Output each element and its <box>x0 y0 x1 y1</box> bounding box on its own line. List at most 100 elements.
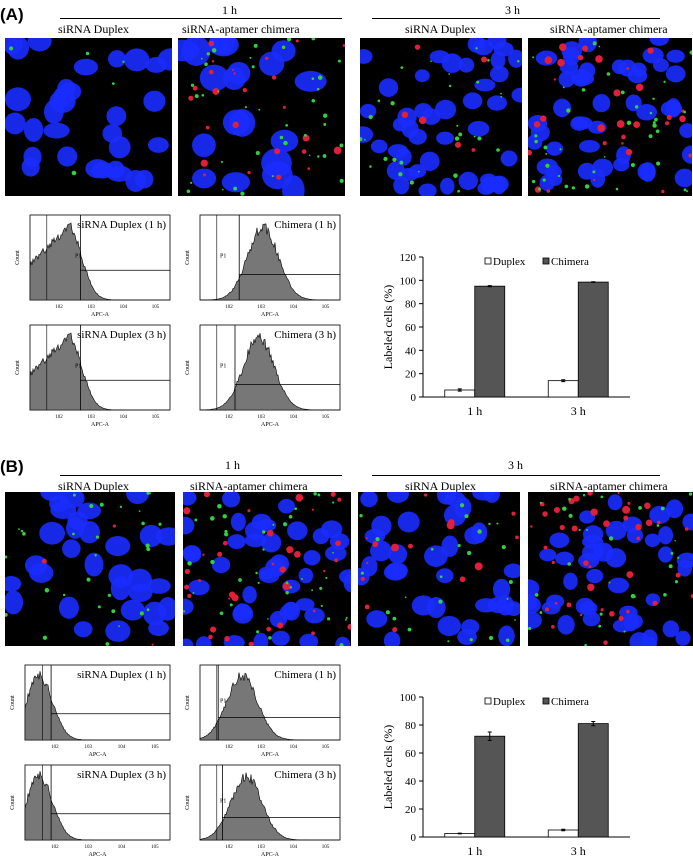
panel-b-label-chimera-3h: siRNA-aptamer chimera <box>550 479 668 493</box>
green-signal <box>255 150 260 156</box>
green-signal <box>289 586 293 589</box>
green-signal <box>72 532 75 536</box>
green-signal <box>545 152 548 155</box>
red-signal <box>554 601 558 605</box>
green-signal <box>623 630 626 633</box>
red-signal <box>335 540 341 547</box>
green-signal <box>674 539 676 542</box>
histogram-a-duplex-1h: siRNA Duplex (1 h) P1 Count APC-A 102 103 104 1… <box>15 214 171 318</box>
nucleus <box>299 633 319 646</box>
nucleus <box>498 625 515 646</box>
green-signal <box>322 154 327 158</box>
x-tick-label: 103 <box>87 305 95 310</box>
nucleus <box>84 552 104 577</box>
red-signal <box>597 124 606 132</box>
green-signal <box>586 528 589 532</box>
red-signal <box>414 44 421 50</box>
red-signal <box>579 613 583 617</box>
nucleus <box>639 636 657 646</box>
green-signal <box>222 514 227 519</box>
nucleus <box>674 168 692 188</box>
nucleus <box>312 528 330 545</box>
nucleus <box>575 597 595 615</box>
green-signal <box>308 154 311 157</box>
micrograph-b-chimera-1h <box>183 492 351 646</box>
green-signal <box>73 493 76 497</box>
panel-a-label-duplex-1h: siRNA Duplex <box>58 22 130 36</box>
nucleus <box>58 82 82 101</box>
nucleus <box>443 504 467 527</box>
nucleus <box>370 139 388 154</box>
micrograph-b-chimera-3h <box>528 492 693 646</box>
nucleus <box>232 604 254 624</box>
green-signal <box>598 45 601 48</box>
green-signal <box>192 592 195 594</box>
green-signal <box>285 124 288 127</box>
micrograph-a-chimera-3h <box>528 38 692 196</box>
green-signal <box>244 105 247 109</box>
nucleus <box>157 48 172 71</box>
green-signal <box>531 179 536 184</box>
green-signal <box>345 616 348 619</box>
panel-b-label-duplex-1h: siRNA Duplex <box>58 479 130 493</box>
green-signal <box>210 559 215 565</box>
nucleus <box>612 619 633 633</box>
y-tick-label: 40 <box>405 776 417 788</box>
nucleus <box>195 636 212 646</box>
green-signal <box>674 580 679 584</box>
red-signal <box>248 641 255 646</box>
green-signal <box>145 543 150 548</box>
green-signal <box>325 576 328 579</box>
nucleus <box>549 532 570 548</box>
y-axis-label: Count <box>185 695 191 710</box>
x-tick-label: 105 <box>152 305 160 310</box>
green-signal <box>453 173 458 178</box>
green-signal <box>286 38 292 42</box>
nucleus <box>105 536 131 557</box>
nucleus <box>437 615 462 637</box>
green-signal <box>262 530 266 534</box>
nucleus <box>298 567 314 584</box>
y-axis-label: Labeled cells (%) <box>381 725 395 810</box>
nucleus <box>108 136 131 159</box>
nucleus <box>665 499 684 519</box>
nucleus <box>105 620 131 642</box>
red-signal <box>533 121 541 128</box>
red-signal <box>625 148 633 156</box>
red-signal <box>603 640 608 645</box>
green-signal <box>200 57 203 60</box>
nucleus <box>637 162 656 181</box>
green-signal <box>566 108 571 113</box>
nucleus <box>546 141 564 156</box>
red-signal <box>347 623 351 630</box>
x-axis-label: APC-A <box>91 312 110 318</box>
y-tick-label: 80 <box>405 299 417 311</box>
error-bar <box>487 285 492 288</box>
bar-chimera <box>474 735 506 838</box>
green-signal <box>383 156 388 162</box>
histogram-b-duplex-3h: siRNA Duplex (3 h) Count APC-A 102 103 104 105 <box>10 764 171 858</box>
x-tick-label: 102 <box>55 415 63 420</box>
histogram-a-duplex-3h: siRNA Duplex (3 h) P1 Count APC-A 102 103 104 1… <box>15 324 171 428</box>
micrograph-a-duplex-3h <box>360 38 522 196</box>
nucleus <box>649 38 669 46</box>
green-signal <box>221 188 224 191</box>
x-axis-label: APC-A <box>91 422 110 428</box>
nucleus <box>24 555 48 576</box>
green-signal <box>272 523 275 526</box>
green-signal <box>568 497 571 501</box>
nucleus <box>572 116 593 130</box>
green-signal <box>20 529 24 533</box>
nucleus <box>188 579 210 596</box>
green-signal <box>99 502 104 507</box>
nucleus <box>23 117 44 142</box>
green-signal <box>18 528 20 531</box>
red-signal <box>622 505 631 514</box>
green-signal <box>360 137 363 142</box>
y-tick-label: 60 <box>405 322 417 334</box>
red-signal <box>224 635 230 642</box>
green-signal <box>584 184 590 189</box>
legend-label-duplex: Duplex <box>493 696 526 708</box>
green-signal <box>267 618 269 620</box>
